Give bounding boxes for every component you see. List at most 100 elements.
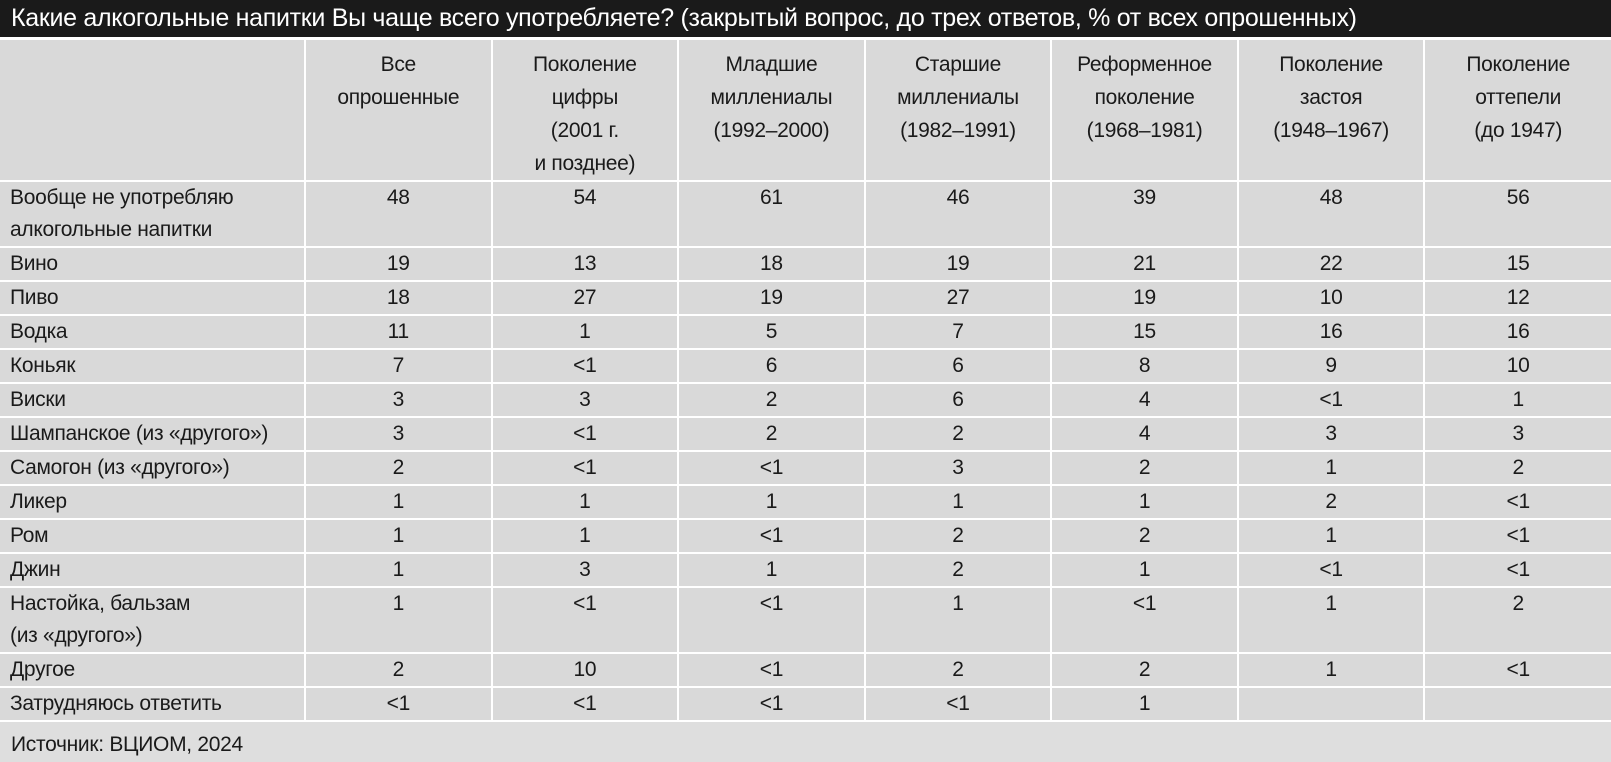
- value-cell: 1: [1051, 687, 1239, 722]
- row-label: Виски: [0, 383, 306, 418]
- value-cell: <1: [1424, 653, 1611, 688]
- value-cell: <1: [1237, 383, 1426, 418]
- value-cell: 1: [1237, 519, 1426, 554]
- value-cell: [1237, 687, 1426, 722]
- value-cell: <1: [678, 687, 866, 722]
- value-cell: <1: [678, 587, 866, 654]
- value-cell: <1: [678, 653, 866, 688]
- column-header: Поколение застоя (1948–1967): [1237, 40, 1426, 182]
- value-cell: 2: [678, 383, 866, 418]
- value-cell: 3: [1424, 417, 1611, 452]
- table-row: Вообще не употребляю алкогольные напитки…: [0, 181, 1611, 248]
- column-header: Поколение цифры (2001 г. и позднее): [491, 40, 680, 182]
- value-cell: 21: [1051, 247, 1239, 282]
- value-cell: <1: [1051, 587, 1239, 654]
- row-label: Самогон (из «другого»): [0, 451, 306, 486]
- value-cell: 4: [1051, 417, 1239, 452]
- value-cell: 22: [1237, 247, 1426, 282]
- survey-table-wrapper: Все опрошенные Поколение цифры (2001 г. и…: [0, 37, 1611, 722]
- survey-table: Все опрошенные Поколение цифры (2001 г. и…: [0, 40, 1611, 722]
- value-cell: <1: [491, 349, 680, 384]
- value-cell: 18: [678, 247, 866, 282]
- table-body: Вообще не употребляю алкогольные напитки…: [0, 181, 1611, 722]
- value-cell: 5: [678, 315, 866, 350]
- value-cell: 16: [1424, 315, 1611, 350]
- value-cell: 2: [1051, 519, 1239, 554]
- value-cell: <1: [864, 687, 1053, 722]
- table-row: Коньяк 7 <1 6 6 8 9 10: [0, 349, 1611, 384]
- value-cell: 3: [864, 451, 1053, 486]
- table-row: Джин 1 3 1 2 1 <1 <1: [0, 553, 1611, 588]
- value-cell: 19: [864, 247, 1053, 282]
- value-cell: 16: [1237, 315, 1426, 350]
- value-cell: 10: [1237, 281, 1426, 316]
- value-cell: 10: [491, 653, 680, 688]
- value-cell: 19: [678, 281, 866, 316]
- value-cell: 1: [491, 519, 680, 554]
- value-cell: 2: [864, 417, 1053, 452]
- value-cell: 2: [1051, 451, 1239, 486]
- value-cell: 1: [1051, 553, 1239, 588]
- value-cell: <1: [491, 687, 680, 722]
- value-cell: 1: [1237, 587, 1426, 654]
- value-cell: 1: [1051, 485, 1239, 520]
- table-row: Ром 1 1 <1 2 2 1 <1: [0, 519, 1611, 554]
- column-header: Все опрошенные: [305, 40, 493, 182]
- value-cell: 6: [864, 383, 1053, 418]
- value-cell: 3: [491, 383, 680, 418]
- table-row: Виски 3 3 2 6 4 <1 1: [0, 383, 1611, 418]
- value-cell: 11: [305, 315, 493, 350]
- value-cell: 48: [1237, 181, 1426, 248]
- table-row: Шампанское (из «другого») 3 <1 2 2 4 3 3: [0, 417, 1611, 452]
- corner-cell: [0, 40, 306, 182]
- row-label: Вино: [0, 247, 306, 282]
- value-cell: 1: [1237, 653, 1426, 688]
- row-label: Настойка, бальзам (из «другого»): [0, 587, 306, 654]
- row-label: Ликер: [0, 485, 306, 520]
- value-cell: 2: [1237, 485, 1426, 520]
- value-cell: 19: [1051, 281, 1239, 316]
- value-cell: 15: [1051, 315, 1239, 350]
- value-cell: <1: [491, 451, 680, 486]
- value-cell: 1: [1237, 451, 1426, 486]
- table-row: Ликер 1 1 1 1 1 2 <1: [0, 485, 1611, 520]
- value-cell: 3: [491, 553, 680, 588]
- table-row: Самогон (из «другого») 2 <1 <1 3 2 1 2: [0, 451, 1611, 486]
- value-cell: 54: [491, 181, 680, 248]
- value-cell: 61: [678, 181, 866, 248]
- value-cell: 7: [305, 349, 493, 384]
- header-row: Все опрошенные Поколение цифры (2001 г. и…: [0, 40, 1611, 182]
- value-cell: 27: [491, 281, 680, 316]
- column-header: Реформенное поколение (1968–1981): [1051, 40, 1239, 182]
- value-cell: 1: [491, 485, 680, 520]
- value-cell: 3: [1237, 417, 1426, 452]
- value-cell: 3: [305, 383, 493, 418]
- value-cell: <1: [1424, 485, 1611, 520]
- value-cell: 1: [305, 553, 493, 588]
- column-header: Старшие миллениалы (1982–1991): [864, 40, 1053, 182]
- value-cell: 6: [864, 349, 1053, 384]
- value-cell: 1: [305, 587, 493, 654]
- row-label: Джин: [0, 553, 306, 588]
- value-cell: <1: [678, 519, 866, 554]
- value-cell: 7: [864, 315, 1053, 350]
- value-cell: 2: [305, 653, 493, 688]
- value-cell: 39: [1051, 181, 1239, 248]
- source-note: Источник: ВЦИОМ, 2024: [0, 722, 1611, 760]
- value-cell: 2: [1051, 653, 1239, 688]
- value-cell: 12: [1424, 281, 1611, 316]
- value-cell: 9: [1237, 349, 1426, 384]
- value-cell: <1: [305, 687, 493, 722]
- row-label: Ром: [0, 519, 306, 554]
- value-cell: <1: [491, 587, 680, 654]
- value-cell: 4: [1051, 383, 1239, 418]
- value-cell: 1: [864, 587, 1053, 654]
- value-cell: <1: [678, 451, 866, 486]
- value-cell: 8: [1051, 349, 1239, 384]
- value-cell: <1: [491, 417, 680, 452]
- value-cell: 2: [864, 553, 1053, 588]
- page-title: Какие алкогольные напитки Вы чаще всего …: [0, 0, 1611, 37]
- row-label: Коньяк: [0, 349, 306, 384]
- column-header: Младшие миллениалы (1992–2000): [678, 40, 866, 182]
- value-cell: <1: [1237, 553, 1426, 588]
